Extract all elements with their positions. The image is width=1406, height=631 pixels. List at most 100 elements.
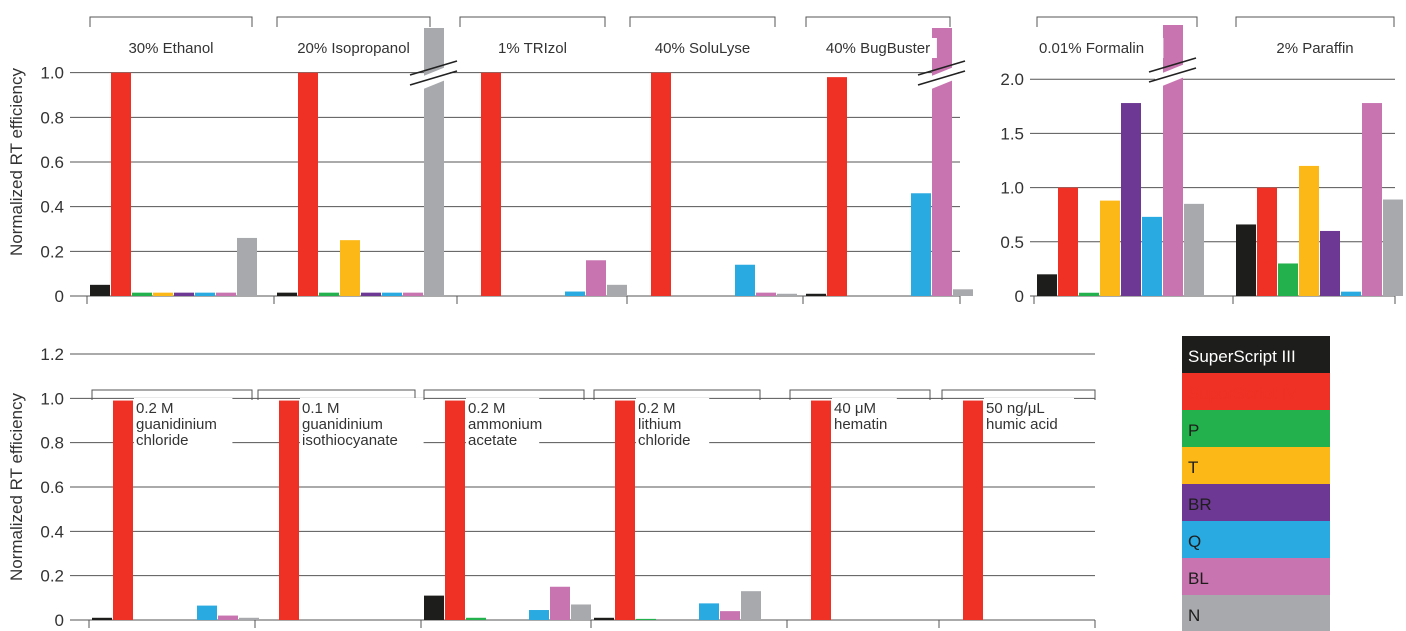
group-bracket [805,16,951,27]
group-label-line: chloride [136,432,189,449]
legend: SuperScript III SuperScript IV PT BR Q BL N [1182,336,1330,631]
y-tick-label: 0.8 [40,434,64,453]
legend-label: SuperScript IV [1188,384,1298,403]
bar [827,77,847,296]
group-label-line: lithium [638,416,681,433]
bar [1037,274,1057,296]
bar [529,610,549,620]
y-axis-label: Normalized RT efficiency [7,392,26,581]
group-bracket [459,16,606,27]
group-label: 40% SoluLyse [655,40,750,57]
bar [132,292,152,296]
bar [741,591,761,620]
group-label-line: 50 ng/μL [986,400,1045,417]
group-label-line: 0.2 M [136,400,174,417]
legend-swatch [1182,410,1330,447]
chart-panel-1: 0 0.2 0.4 0.6 0.8 1.0 Normalized RT efficiency… [7,16,973,306]
legend-swatch [1182,484,1330,521]
y-tick-label: 0 [1015,287,1024,306]
group-bracket [1036,16,1198,27]
bar [636,618,656,620]
bar [811,400,831,620]
group-bracket [789,389,931,400]
bar [911,193,931,296]
bar [699,603,719,620]
bar [720,611,740,620]
label-bg [984,398,1074,436]
bar [571,604,591,620]
group-label-line: 0.2 M [468,400,506,417]
group-bracket [629,16,776,27]
bar [1236,224,1256,296]
group-bracket [1235,16,1395,27]
bar-group: 40 μM hematin [789,389,931,620]
bar [239,617,259,620]
legend-label: SuperScript III [1188,347,1296,366]
group-bracket [89,16,253,27]
label-bg [466,398,540,452]
group-label: 0.01% Formalin [1039,40,1144,57]
label-bg [134,398,233,452]
group-bracket [91,389,253,400]
bar [424,595,444,620]
group-label: 50 ng/μL humic acid [986,400,1058,433]
bar-group: 20% Isopropanol [276,16,458,297]
y-tick-label: 1.5 [1000,124,1024,143]
bar [1362,103,1382,296]
bar [607,284,627,296]
group-label-line: ammonium [468,416,542,433]
label-bg [1264,38,1366,58]
bar [277,292,297,296]
label-bg [636,398,710,452]
y-tick-label: 2.0 [1000,70,1024,89]
legend-swatch [1182,595,1330,631]
bar [615,400,635,620]
legend-label: BL [1188,569,1209,588]
bar [481,72,501,297]
bar [237,237,257,296]
group-label-line: 0.2 M [638,400,676,417]
legend-label: N [1188,606,1200,625]
bar [445,400,465,620]
bar-group: 2% Paraffin [1235,16,1403,296]
label-bg [120,38,222,58]
legend-swatch [1182,558,1330,595]
bar [1058,187,1078,296]
group-bracket [423,389,585,400]
bar [1163,25,1183,296]
group-bracket [257,389,416,400]
bar-group: 40% BugBuster [805,16,973,296]
chart-panel-3: 0 0.2 0.4 0.6 0.8 1.0 1.2 Normalized RT efficie… [7,345,1096,630]
bar [279,400,299,620]
group-bracket [276,16,431,27]
bar [756,292,776,296]
bar [550,586,570,620]
bar-group: 40% SoluLyse [629,16,797,297]
bar [1383,199,1403,296]
legend-swatch [1182,373,1330,410]
bar-group: 30% Ethanol [89,16,257,297]
legend-label: T [1188,458,1198,477]
y-tick-label: 1.0 [40,64,64,83]
group-label-line: isothiocyanate [302,432,398,449]
group-label-line: 40 μM [834,400,876,417]
y-tick-label: 0.8 [40,108,64,127]
bar [92,617,112,620]
bar [340,240,360,296]
label-bg [647,38,758,58]
bar [424,28,444,296]
y-tick-label: 1.0 [1000,179,1024,198]
group-label: 1% TRIzol [498,40,567,57]
label-bg [286,38,421,58]
bar [111,72,131,297]
legend-label: BR [1188,495,1212,514]
bar [1142,216,1162,296]
